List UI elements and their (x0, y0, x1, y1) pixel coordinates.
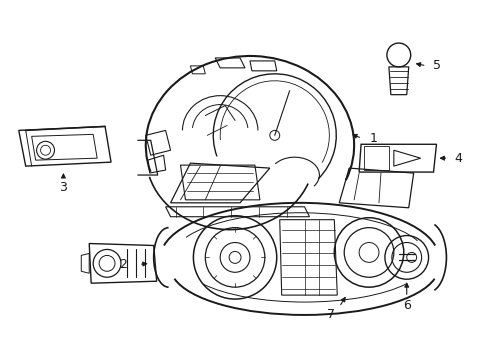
Text: 2: 2 (119, 258, 126, 271)
Text: 3: 3 (60, 181, 67, 194)
Text: 4: 4 (453, 152, 461, 165)
Text: 5: 5 (431, 59, 440, 72)
Text: 1: 1 (369, 132, 377, 145)
Text: 6: 6 (402, 298, 410, 311)
Text: 7: 7 (326, 309, 335, 321)
